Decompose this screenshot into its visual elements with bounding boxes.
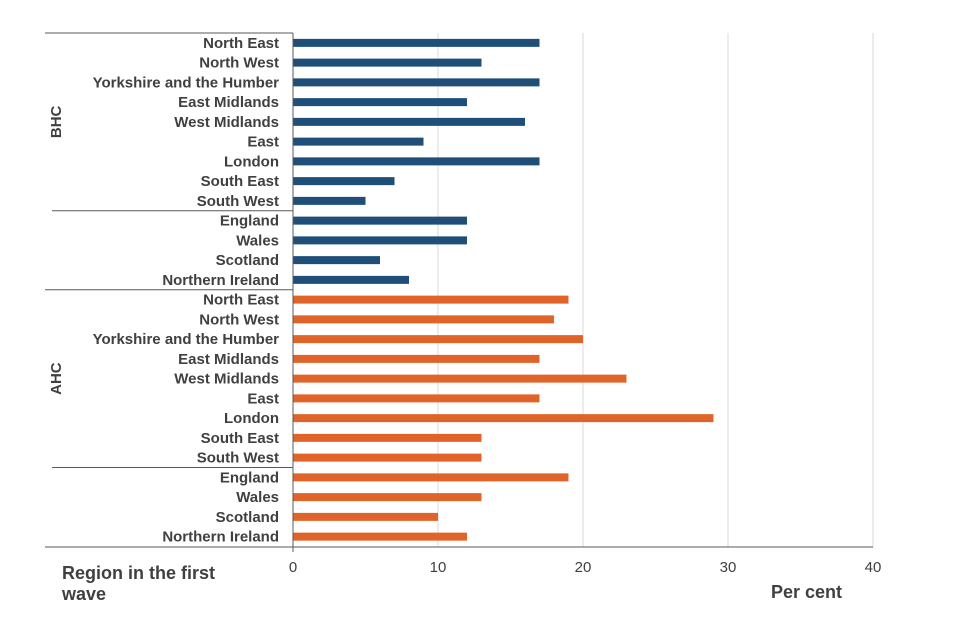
x-tick-label: 40 — [865, 559, 882, 576]
category-label: West Midlands — [174, 371, 279, 388]
bar-ahc-east-midlands — [293, 354, 540, 363]
bar-bhc-north-west — [293, 58, 482, 67]
group-dividers — [45, 32, 873, 552]
bars — [293, 38, 714, 541]
bar-bhc-west-midlands — [293, 117, 525, 126]
category-labels: North East North West Yorkshire and the Hu… — [93, 35, 280, 546]
bar-bhc-north-east — [293, 38, 540, 47]
category-label: South West — [197, 193, 279, 210]
x-tick-label: 20 — [575, 559, 592, 576]
bar-bhc-wales — [293, 236, 467, 245]
category-label: England — [220, 469, 279, 486]
bar-bhc-scotland — [293, 256, 380, 265]
category-label: East — [247, 390, 279, 407]
category-label: North West — [199, 311, 279, 328]
bar-bhc-england — [293, 216, 467, 225]
bar-ahc-yorkshire-and-the-humber — [293, 335, 583, 344]
category-label: Wales — [236, 489, 279, 506]
category-label: East Midlands — [178, 351, 279, 368]
bar-bhc-east-midlands — [293, 98, 467, 107]
category-label: East Midlands — [178, 94, 279, 111]
category-label: North West — [199, 55, 279, 72]
category-label: Scotland — [216, 509, 279, 526]
bar-ahc-south-west — [293, 453, 482, 462]
bar-ahc-west-midlands — [293, 374, 627, 383]
group-labels: BHC AHC — [48, 105, 65, 394]
bar-ahc-east — [293, 394, 540, 403]
category-label: Yorkshire and the Humber — [93, 74, 280, 91]
category-label: North East — [203, 35, 279, 52]
category-label: Northern Ireland — [162, 529, 279, 546]
category-label: South East — [201, 173, 279, 190]
bar-ahc-scotland — [293, 512, 438, 521]
bar-ahc-north-east — [293, 295, 569, 304]
bar-ahc-north-west — [293, 315, 554, 324]
y-axis-title: Region in the first wave — [62, 563, 215, 604]
category-label: London — [224, 410, 279, 427]
bar-bhc-london — [293, 157, 540, 166]
bar-bhc-south-east — [293, 177, 395, 186]
bar-bhc-yorkshire-and-the-humber — [293, 78, 540, 87]
category-label: London — [224, 153, 279, 170]
bar-ahc-south-east — [293, 433, 482, 442]
category-label: East — [247, 134, 279, 151]
bar-bhc-east — [293, 137, 424, 146]
category-label: West Midlands — [174, 114, 279, 131]
category-label: Wales — [236, 232, 279, 249]
category-label: North East — [203, 292, 279, 309]
category-label: Northern Ireland — [162, 272, 279, 289]
x-axis-title: Per cent — [771, 582, 843, 602]
category-label: South East — [201, 430, 279, 447]
category-label: Yorkshire and the Humber — [93, 331, 280, 348]
x-tick-labels: 0 10 20 30 40 — [289, 559, 882, 576]
x-tick-label: 10 — [430, 559, 447, 576]
bar-ahc-northern-ireland — [293, 532, 467, 541]
bar-ahc-england — [293, 473, 569, 482]
category-label: South West — [197, 450, 279, 467]
bar-bhc-south-west — [293, 196, 366, 205]
group-label-bhc: BHC — [48, 105, 65, 138]
bar-ahc-london — [293, 414, 714, 423]
category-label: England — [220, 213, 279, 230]
bar-bhc-northern-ireland — [293, 275, 409, 284]
bar-ahc-wales — [293, 493, 482, 502]
gridlines — [437, 33, 874, 547]
category-label: Scotland — [216, 252, 279, 269]
group-label-ahc: AHC — [48, 362, 65, 395]
x-tick-label: 30 — [720, 559, 737, 576]
x-tick-label: 0 — [289, 559, 297, 576]
